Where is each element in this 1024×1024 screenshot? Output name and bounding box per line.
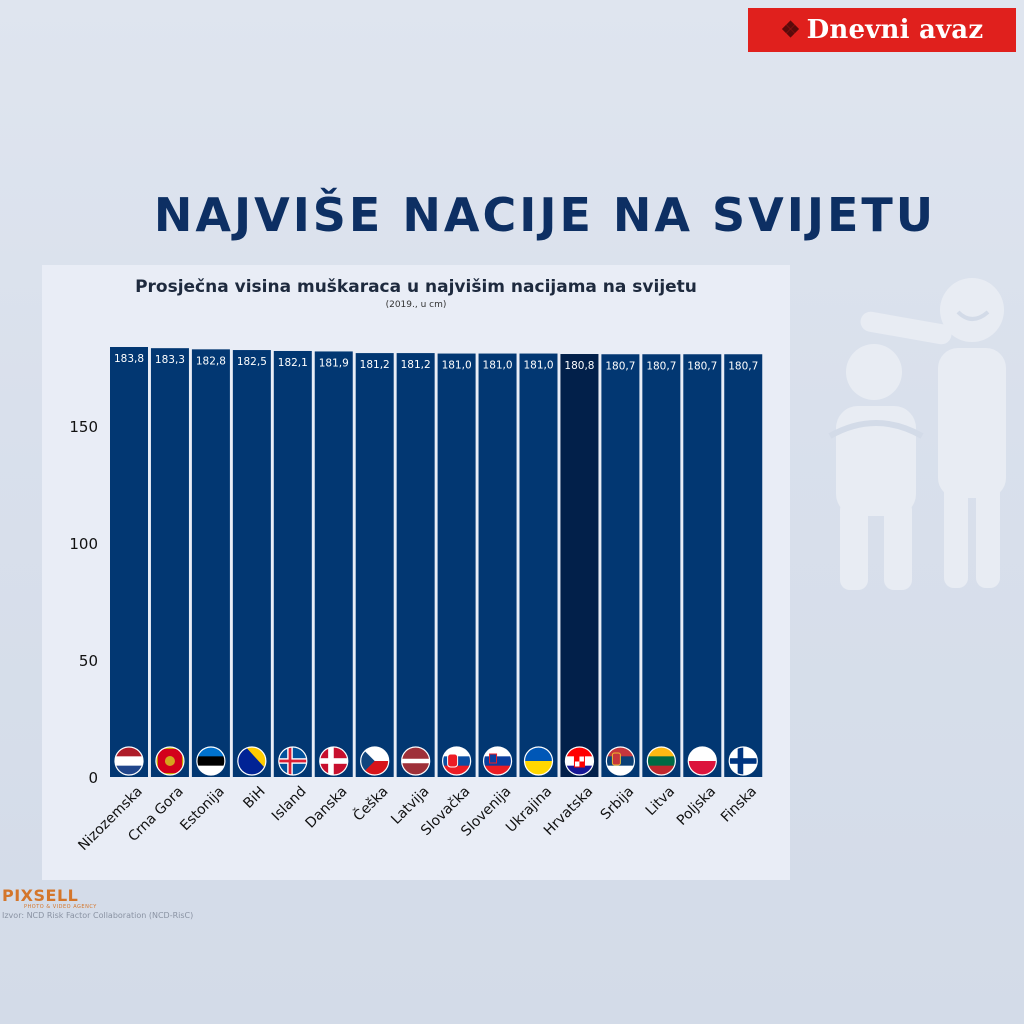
data-label: 180,7 — [728, 360, 758, 372]
data-label: 181,0 — [523, 360, 553, 372]
y-tick-label: 50 — [79, 652, 98, 670]
x-tick-label: Poljska — [674, 784, 719, 829]
iceland-flag-icon — [278, 747, 307, 775]
bar — [396, 353, 435, 777]
data-label: 182,5 — [237, 356, 267, 368]
bar — [724, 354, 763, 777]
data-label: 182,1 — [278, 357, 308, 369]
data-label: 181,0 — [442, 360, 472, 372]
y-tick-label: 0 — [88, 769, 98, 787]
czechia-flag-icon — [360, 747, 389, 775]
bar — [683, 354, 722, 777]
data-label: 180,7 — [646, 360, 676, 372]
data-label: 181,2 — [360, 359, 390, 371]
x-tick-label: Češka — [349, 782, 392, 825]
flag-ring — [687, 746, 717, 776]
x-tick-label: Danska — [303, 784, 351, 832]
flag-ring — [278, 746, 308, 776]
flag-ring — [237, 746, 267, 776]
chart-subtitle: (2019., u cm) — [385, 300, 447, 310]
flag-ring — [196, 746, 226, 776]
chart-title: Prosječna visina muškaraca u najvišim na… — [135, 277, 697, 297]
ukraine-flag-icon — [524, 747, 553, 775]
flag-ring — [114, 746, 144, 776]
latvia-flag-icon — [401, 747, 430, 775]
brand-logo: ❖ Dnevni avaz — [748, 8, 1016, 52]
data-label: 183,8 — [114, 353, 144, 365]
x-tick-label: Srbija — [598, 784, 638, 824]
bar — [642, 354, 681, 777]
bird-icon: ❖ — [780, 17, 801, 43]
flag-ring — [523, 746, 554, 776]
x-tick-label: Finska — [718, 784, 760, 826]
bar — [519, 353, 558, 777]
netherlands-flag-icon — [115, 747, 143, 775]
slovakia-flag-icon — [442, 747, 471, 775]
bar — [110, 347, 148, 777]
x-tick-label: Estonija — [177, 784, 228, 835]
data-label: 180,7 — [687, 360, 717, 372]
bar — [191, 349, 230, 777]
finland-flag-icon — [729, 747, 758, 775]
flag-ring — [155, 746, 185, 776]
flag-ring — [360, 746, 390, 776]
flag-ring — [728, 746, 758, 776]
data-label: 182,8 — [196, 355, 226, 367]
x-tick-label: BiH — [240, 784, 268, 812]
bar — [273, 350, 312, 777]
brand-name: Dnevni avaz — [806, 15, 984, 45]
y-tick-label: 150 — [69, 418, 98, 436]
estonia-flag-icon — [196, 747, 225, 775]
flag-ring — [482, 746, 513, 776]
data-label: 183,3 — [155, 354, 185, 366]
bar — [601, 354, 640, 777]
bar — [437, 353, 476, 777]
data-label: 181,0 — [483, 360, 513, 372]
bar — [355, 353, 394, 777]
pixsell-logo-sub: PHOTO & VIDEO AGENCY — [24, 904, 97, 910]
data-label: 180,8 — [564, 360, 594, 372]
bar — [478, 353, 517, 777]
flag-ring — [319, 746, 349, 776]
montenegro-flag-icon — [155, 747, 184, 775]
source-note: Izvor: NCD Risk Factor Collaboration (NC… — [2, 911, 194, 920]
page-headline: NAJVIŠE NACIJE NA SVIJETU — [153, 188, 937, 242]
bosnia-flag-icon — [237, 747, 266, 775]
pixsell-logo: PIXSELL — [2, 886, 79, 905]
y-tick-label: 100 — [69, 535, 98, 553]
croatia-flag-icon — [565, 747, 594, 775]
slovenia-flag-icon — [483, 747, 512, 775]
flag-ring — [646, 746, 676, 776]
flag-ring — [605, 746, 636, 776]
flag-ring — [401, 746, 431, 776]
serbia-flag-icon — [606, 747, 635, 775]
data-label: 180,7 — [605, 360, 635, 372]
flag-ring — [442, 746, 472, 776]
bar — [232, 350, 271, 777]
flag-ring — [564, 746, 595, 776]
poland-flag-icon — [688, 747, 717, 775]
lithuania-flag-icon — [647, 747, 676, 775]
bar — [560, 354, 599, 777]
denmark-flag-icon — [319, 747, 348, 775]
bar — [314, 351, 353, 777]
x-tick-label: Litva — [643, 784, 678, 819]
people-illustration-icon — [828, 278, 1006, 590]
data-label: 181,2 — [401, 359, 431, 371]
data-label: 181,9 — [319, 357, 349, 369]
bar — [150, 348, 189, 777]
